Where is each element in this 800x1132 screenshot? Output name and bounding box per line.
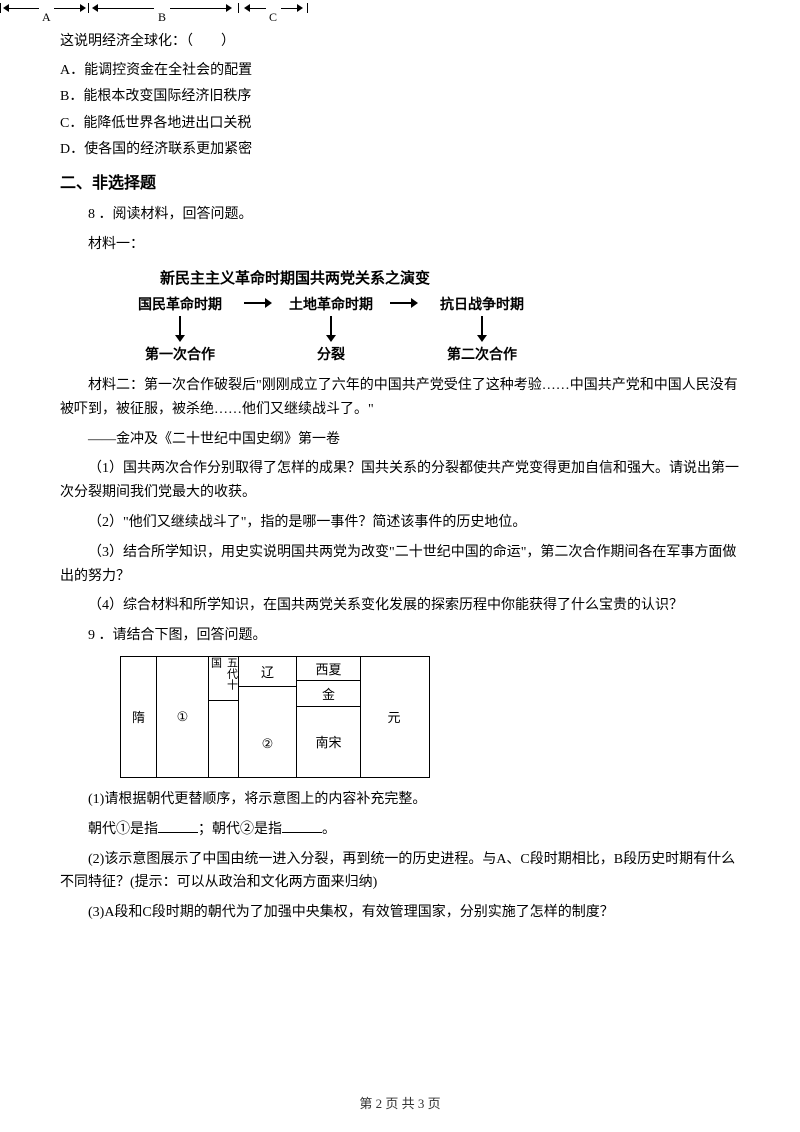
cell-jin: 金 (297, 681, 360, 707)
cell-sui: 隋 (121, 657, 156, 777)
cell-liao: 辽 (239, 657, 296, 687)
cell-xixia: 西夏 (297, 657, 360, 681)
diagram1-bottom-2: 分裂 (317, 344, 345, 364)
page-footer: 第 2 页 共 3 页 (0, 1093, 800, 1112)
blank-1[interactable] (158, 819, 198, 833)
q8-sub2: （2）"他们又继续战斗了"，指的是哪一事件？简述该事件的历史地位。 (60, 511, 740, 535)
down-arrow-icon (174, 316, 186, 342)
axis-label-b: B (158, 10, 166, 25)
cell-circle2: ② (262, 736, 274, 752)
right-arrow-icon (244, 297, 272, 309)
material2-source: ——金冲及《二十世纪中国史纲》第一卷 (60, 428, 740, 452)
diagram1-bottom-3: 第二次合作 (447, 344, 517, 364)
cell-circle1: ① (157, 657, 208, 777)
question-stem: 这说明经济全球化：（ ） (60, 30, 740, 54)
down-arrow-icon (476, 316, 488, 342)
q8-intro: 8 ．阅读材料，回答问题。 (60, 203, 740, 227)
cell-wudai: 五代十国 (209, 657, 238, 701)
q9-sub1-fill: 朝代①是指 ；朝代②是指 。 (60, 818, 740, 842)
q9-sub1: (1)请根据朝代更替顺序，将示意图上的内容补充完整。 (60, 788, 740, 812)
option-c: C．能降低世界各地进出口关税 (60, 113, 740, 135)
diagram1-node-3: 抗日战争时期 (440, 294, 524, 314)
q8-sub4: （4）综合材料和所学知识，在国共两党关系变化发展的探索历程中你能获得了什么宝贵的… (60, 594, 740, 618)
right-arrow-icon (390, 297, 418, 309)
q9-sub2: (2)该示意图展示了中国由统一进入分裂，再到统一的历史进程。与A、C段时期相比，… (60, 848, 740, 896)
option-d: D．使各国的经济联系更加紧密 (60, 139, 740, 161)
diagram1-node-1: 国民革命时期 (138, 294, 222, 314)
diagram-kmt-ccp: 新民主主义革命时期国共两党关系之演变 国民革命时期 第一次合作 土地革命时期 分… (120, 267, 740, 364)
blank-2[interactable] (282, 819, 322, 833)
option-a: A．能调控资金在全社会的配置 (60, 60, 740, 82)
down-arrow-icon (325, 316, 337, 342)
q9-sub3: (3)A段和C段时期的朝代为了加强中央集权，有效管理国家，分别实施了怎样的制度？ (60, 901, 740, 925)
diagram1-title: 新民主主义革命时期国共两党关系之演变 (160, 267, 740, 288)
cell-nansong: 南宋 (297, 707, 360, 777)
q8-sub3: （3）结合所学知识，用史实说明国共两党为改变"二十世纪中国的命运"，第二次合作期… (60, 541, 740, 589)
material1-label: 材料一： (60, 233, 740, 257)
q9-intro: 9 ．请结合下图，回答问题。 (60, 624, 740, 648)
diagram1-node-2: 土地革命时期 (289, 294, 373, 314)
axis-label-c: C (269, 10, 277, 25)
option-b: B．能根本改变国际经济旧秩序 (60, 86, 740, 108)
q9-fill-mid: ；朝代②是指 (198, 822, 282, 837)
q9-fill-pre: 朝代①是指 (88, 822, 158, 837)
section-title: 二、非选择题 (60, 169, 740, 193)
diagram-dynasties: 隋 ① 五代十国 辽 ② 西夏 金 南宋 元 (60, 656, 740, 778)
cell-yuan: 元 (361, 657, 427, 777)
axis-label-a: A (42, 10, 51, 25)
material2-text: 材料二：第一次合作破裂后"刚刚成立了六年的中国共产党受住了这种考验……中国共产党… (60, 374, 740, 422)
q8-sub1: （1）国共两次合作分别取得了怎样的成果？国共关系的分裂都使共产党变得更加自信和强… (60, 457, 740, 505)
diagram1-bottom-1: 第一次合作 (145, 344, 215, 364)
q9-fill-end: 。 (322, 822, 336, 837)
